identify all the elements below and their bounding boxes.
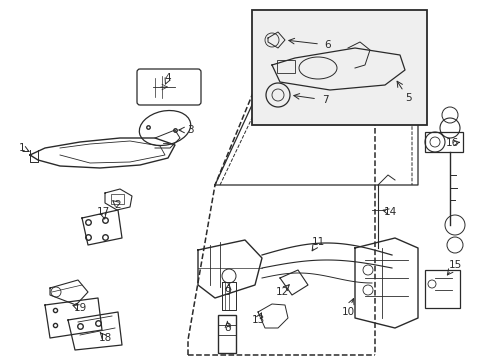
Bar xyxy=(218,315,236,353)
Text: 4: 4 xyxy=(164,73,171,83)
Text: 6: 6 xyxy=(324,40,331,50)
Text: 10: 10 xyxy=(341,307,354,317)
Bar xyxy=(424,270,459,308)
Text: 8: 8 xyxy=(224,323,231,333)
Text: 12: 12 xyxy=(275,287,288,297)
Text: 17: 17 xyxy=(96,207,109,217)
Text: 11: 11 xyxy=(311,237,324,247)
Text: 14: 14 xyxy=(383,207,396,217)
Text: 18: 18 xyxy=(98,333,111,343)
Text: 3: 3 xyxy=(186,125,193,135)
Bar xyxy=(111,194,124,204)
Bar xyxy=(276,60,294,73)
Text: 1: 1 xyxy=(19,143,25,153)
Text: 13: 13 xyxy=(251,315,264,325)
Text: 16: 16 xyxy=(445,138,458,148)
Text: 15: 15 xyxy=(447,260,461,270)
Text: 9: 9 xyxy=(224,287,231,297)
Text: 7: 7 xyxy=(321,95,327,105)
Text: 5: 5 xyxy=(404,93,410,103)
Text: 2: 2 xyxy=(115,200,121,210)
Bar xyxy=(251,10,426,125)
Bar xyxy=(424,132,462,152)
Text: 19: 19 xyxy=(73,303,86,313)
